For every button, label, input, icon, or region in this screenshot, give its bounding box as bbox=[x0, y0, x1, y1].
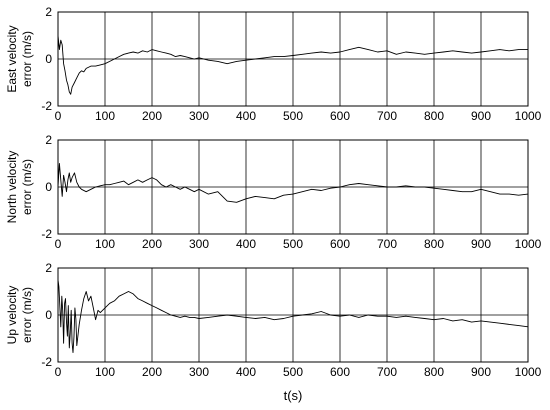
east-x-tick-label-1000: 1000 bbox=[515, 109, 542, 123]
north-x-tick-label-700: 700 bbox=[377, 237, 397, 251]
up-y-axis-label: Up velocityerror (m/s) bbox=[5, 286, 34, 345]
up-x-tick-label-100: 100 bbox=[95, 365, 115, 379]
x-axis-label: t(s) bbox=[284, 388, 303, 403]
east-plot-frame bbox=[57, 11, 529, 107]
east-x-tick-label-400: 400 bbox=[236, 109, 256, 123]
east-y-axis-label: East velocityerror (m/s) bbox=[5, 25, 34, 92]
north-x-tick-label-100: 100 bbox=[95, 237, 115, 251]
up-x-tick-label-1000: 1000 bbox=[515, 365, 542, 379]
north-y-tick-label-2: 2 bbox=[45, 133, 52, 147]
east-velocity-error-line bbox=[57, 35, 528, 95]
up-x-tick-label-800: 800 bbox=[424, 365, 444, 379]
north-x-tick-label-800: 800 bbox=[424, 237, 444, 251]
east-x-tick-label-300: 300 bbox=[189, 109, 209, 123]
east-x-tick-label-100: 100 bbox=[95, 109, 115, 123]
east-y-tick-label-2: 2 bbox=[45, 5, 52, 19]
up-y-axis-label-line-1: Up velocity bbox=[5, 286, 19, 345]
north-x-tick-label-1000: 1000 bbox=[515, 237, 542, 251]
east-x-tick-label-700: 700 bbox=[377, 109, 397, 123]
north-x-tick-label-500: 500 bbox=[283, 237, 303, 251]
north-velocity-error-line bbox=[57, 163, 529, 203]
north-x-tick-label-300: 300 bbox=[189, 237, 209, 251]
north-y-tick-label-0: 0 bbox=[45, 180, 52, 194]
up-x-tick-label-700: 700 bbox=[377, 365, 397, 379]
up-plot-frame bbox=[57, 267, 529, 363]
east-x-tick-label-0: 0 bbox=[55, 109, 62, 123]
east-y-tick-label-0: 0 bbox=[45, 52, 52, 66]
up-x-tick-label-900: 900 bbox=[471, 365, 491, 379]
east-x-tick-label-800: 800 bbox=[424, 109, 444, 123]
north-y-axis-label: North velocityerror (m/s) bbox=[5, 151, 34, 224]
up-y-tick-label-2: 2 bbox=[45, 261, 52, 275]
north-y-axis-label-line-2: error (m/s) bbox=[20, 159, 34, 215]
east-velocity-error-panel: 0 100 200 300 400 500 600 700 800 900 1000-202East… bbox=[5, 5, 542, 123]
up-velocity-error-line bbox=[57, 279, 529, 354]
north-velocity-error-panel: 0 100 200 300 400 500 600 700 800 900 1000-202Nort… bbox=[5, 133, 542, 251]
north-x-tick-label-900: 900 bbox=[471, 237, 491, 251]
up-x-tick-label-300: 300 bbox=[189, 365, 209, 379]
north-x-tick-label-400: 400 bbox=[236, 237, 256, 251]
north-y-tick-label--2: -2 bbox=[41, 227, 52, 241]
up-y-tick-label-0: 0 bbox=[45, 308, 52, 322]
up-x-tick-label-200: 200 bbox=[142, 365, 162, 379]
north-y-axis-label-line-1: North velocity bbox=[5, 151, 19, 224]
north-x-tick-label-0: 0 bbox=[55, 237, 62, 251]
east-y-tick-label--2: -2 bbox=[41, 99, 52, 113]
up-x-tick-label-600: 600 bbox=[330, 365, 350, 379]
up-x-tick-label-0: 0 bbox=[55, 365, 62, 379]
up-x-tick-label-400: 400 bbox=[236, 365, 256, 379]
east-y-axis-label-line-1: East velocity bbox=[5, 25, 19, 92]
north-plot-frame bbox=[57, 139, 529, 235]
north-x-tick-label-200: 200 bbox=[142, 237, 162, 251]
north-x-tick-label-600: 600 bbox=[330, 237, 350, 251]
east-y-axis-label-line-2: error (m/s) bbox=[20, 31, 34, 87]
east-x-tick-label-600: 600 bbox=[330, 109, 350, 123]
up-y-axis-label-line-2: error (m/s) bbox=[20, 287, 34, 343]
up-x-tick-label-500: 500 bbox=[283, 365, 303, 379]
east-x-tick-label-200: 200 bbox=[142, 109, 162, 123]
east-x-tick-label-900: 900 bbox=[471, 109, 491, 123]
up-y-tick-label--2: -2 bbox=[41, 355, 52, 369]
east-x-tick-label-500: 500 bbox=[283, 109, 303, 123]
